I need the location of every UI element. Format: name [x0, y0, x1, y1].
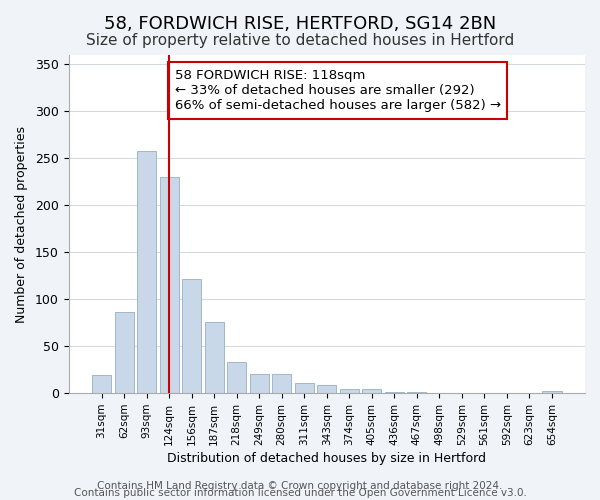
Bar	[295, 383, 314, 393]
Bar	[160, 177, 179, 393]
Bar	[317, 385, 337, 393]
Bar	[407, 392, 427, 393]
Bar	[227, 362, 246, 393]
Bar	[92, 376, 111, 393]
Text: Contains public sector information licensed under the Open Government Licence v3: Contains public sector information licen…	[74, 488, 526, 498]
Bar	[205, 322, 224, 393]
Text: Contains HM Land Registry data © Crown copyright and database right 2024.: Contains HM Land Registry data © Crown c…	[97, 481, 503, 491]
Text: 58, FORDWICH RISE, HERTFORD, SG14 2BN: 58, FORDWICH RISE, HERTFORD, SG14 2BN	[104, 15, 496, 33]
X-axis label: Distribution of detached houses by size in Hertford: Distribution of detached houses by size …	[167, 452, 486, 465]
Text: 58 FORDWICH RISE: 118sqm
← 33% of detached houses are smaller (292)
66% of semi-: 58 FORDWICH RISE: 118sqm ← 33% of detach…	[175, 69, 501, 112]
Bar	[137, 151, 156, 393]
Y-axis label: Number of detached properties: Number of detached properties	[15, 126, 28, 322]
Bar	[542, 392, 562, 393]
Bar	[340, 390, 359, 393]
Bar	[250, 374, 269, 393]
Bar	[272, 374, 292, 393]
Text: Size of property relative to detached houses in Hertford: Size of property relative to detached ho…	[86, 32, 514, 48]
Bar	[385, 392, 404, 393]
Bar	[182, 278, 201, 393]
Bar	[115, 312, 134, 393]
Bar	[362, 390, 382, 393]
